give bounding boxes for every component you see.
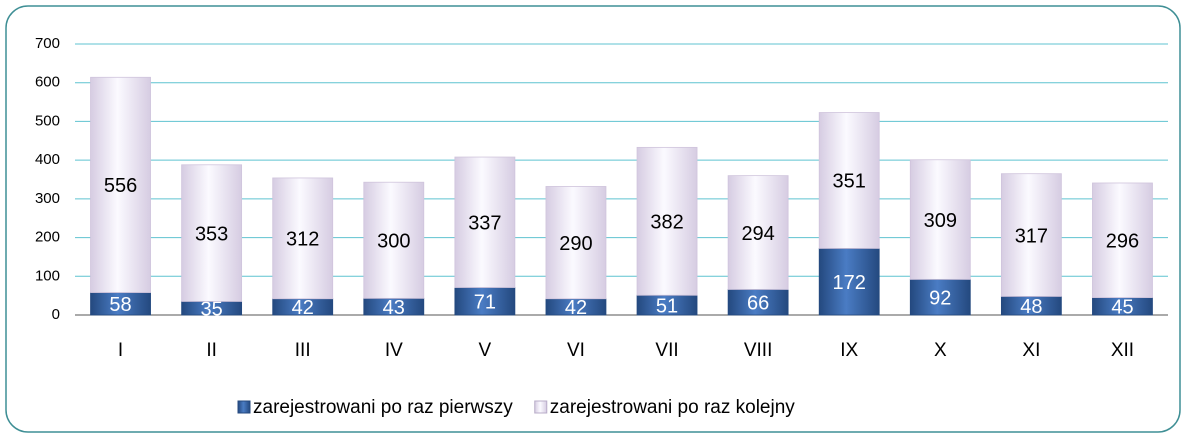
x-tick-label: IX	[840, 340, 858, 361]
bar-segment	[818, 112, 880, 249]
x-tick-label: VII	[655, 340, 678, 361]
data-label: 300	[377, 231, 410, 253]
bar-segment	[272, 177, 334, 300]
data-label: 92	[929, 287, 951, 309]
y-tick-label: 500	[35, 112, 60, 129]
bar-segment	[90, 76, 151, 293]
data-label: 43	[383, 297, 405, 319]
data-label: 66	[747, 293, 769, 315]
x-tick-label: V	[479, 340, 492, 361]
bar-segment	[909, 159, 971, 280]
x-tick-label: II	[206, 340, 217, 361]
legend-label: zarejestrowani po raz kolejny	[550, 397, 796, 418]
y-tick-label: 600	[35, 74, 60, 91]
y-tick-label: 200	[35, 229, 60, 246]
bar-segment	[363, 181, 425, 299]
y-tick-label: 700	[35, 35, 60, 52]
x-tick-label: XII	[1111, 340, 1134, 361]
y-tick-label: 300	[35, 190, 60, 207]
y-tick-label: 400	[35, 151, 60, 168]
bar-segment	[1000, 173, 1062, 297]
data-label: 48	[1020, 296, 1042, 318]
data-label: 45	[1111, 297, 1133, 319]
x-tick-label: III	[295, 340, 311, 361]
bar-segment	[181, 164, 243, 302]
x-tick-label: IV	[385, 340, 403, 361]
data-label: 294	[741, 223, 774, 245]
legend-swatch	[534, 400, 548, 414]
bar-segment	[727, 175, 789, 290]
x-tick-label: VIII	[744, 340, 773, 361]
data-label: 71	[474, 292, 496, 314]
bar-segment	[454, 156, 516, 288]
legend-label: zarejestrowani po raz pierwszy	[253, 397, 513, 418]
x-tick-label: I	[118, 340, 123, 361]
bar-segment	[727, 289, 789, 316]
data-label: 42	[565, 297, 587, 319]
x-tick-label: XI	[1022, 340, 1040, 361]
data-label: 35	[201, 299, 223, 321]
bar-segment	[909, 278, 971, 316]
data-label: 351	[833, 171, 866, 193]
y-tick-label: 0	[52, 306, 60, 323]
data-label: 58	[109, 294, 131, 316]
legend-swatch	[237, 400, 251, 414]
data-label: 337	[468, 213, 501, 235]
data-label: 556	[104, 175, 137, 197]
data-label: 172	[833, 272, 866, 294]
x-tick-label: X	[934, 340, 947, 361]
data-label: 353	[195, 223, 228, 245]
bar-segment	[545, 186, 607, 300]
data-label: 42	[292, 297, 314, 319]
bar-segment	[818, 248, 880, 316]
data-label: 51	[656, 295, 678, 317]
data-label: 290	[559, 233, 592, 255]
data-label: 317	[1015, 225, 1048, 247]
bar-segment	[636, 146, 698, 296]
data-label: 309	[924, 210, 957, 232]
x-tick-label: VI	[567, 340, 585, 361]
y-tick-label: 100	[35, 267, 60, 284]
data-label: 296	[1106, 231, 1139, 253]
data-label: 312	[286, 229, 319, 251]
bar-segment	[1092, 182, 1153, 298]
data-label: 382	[650, 212, 683, 234]
